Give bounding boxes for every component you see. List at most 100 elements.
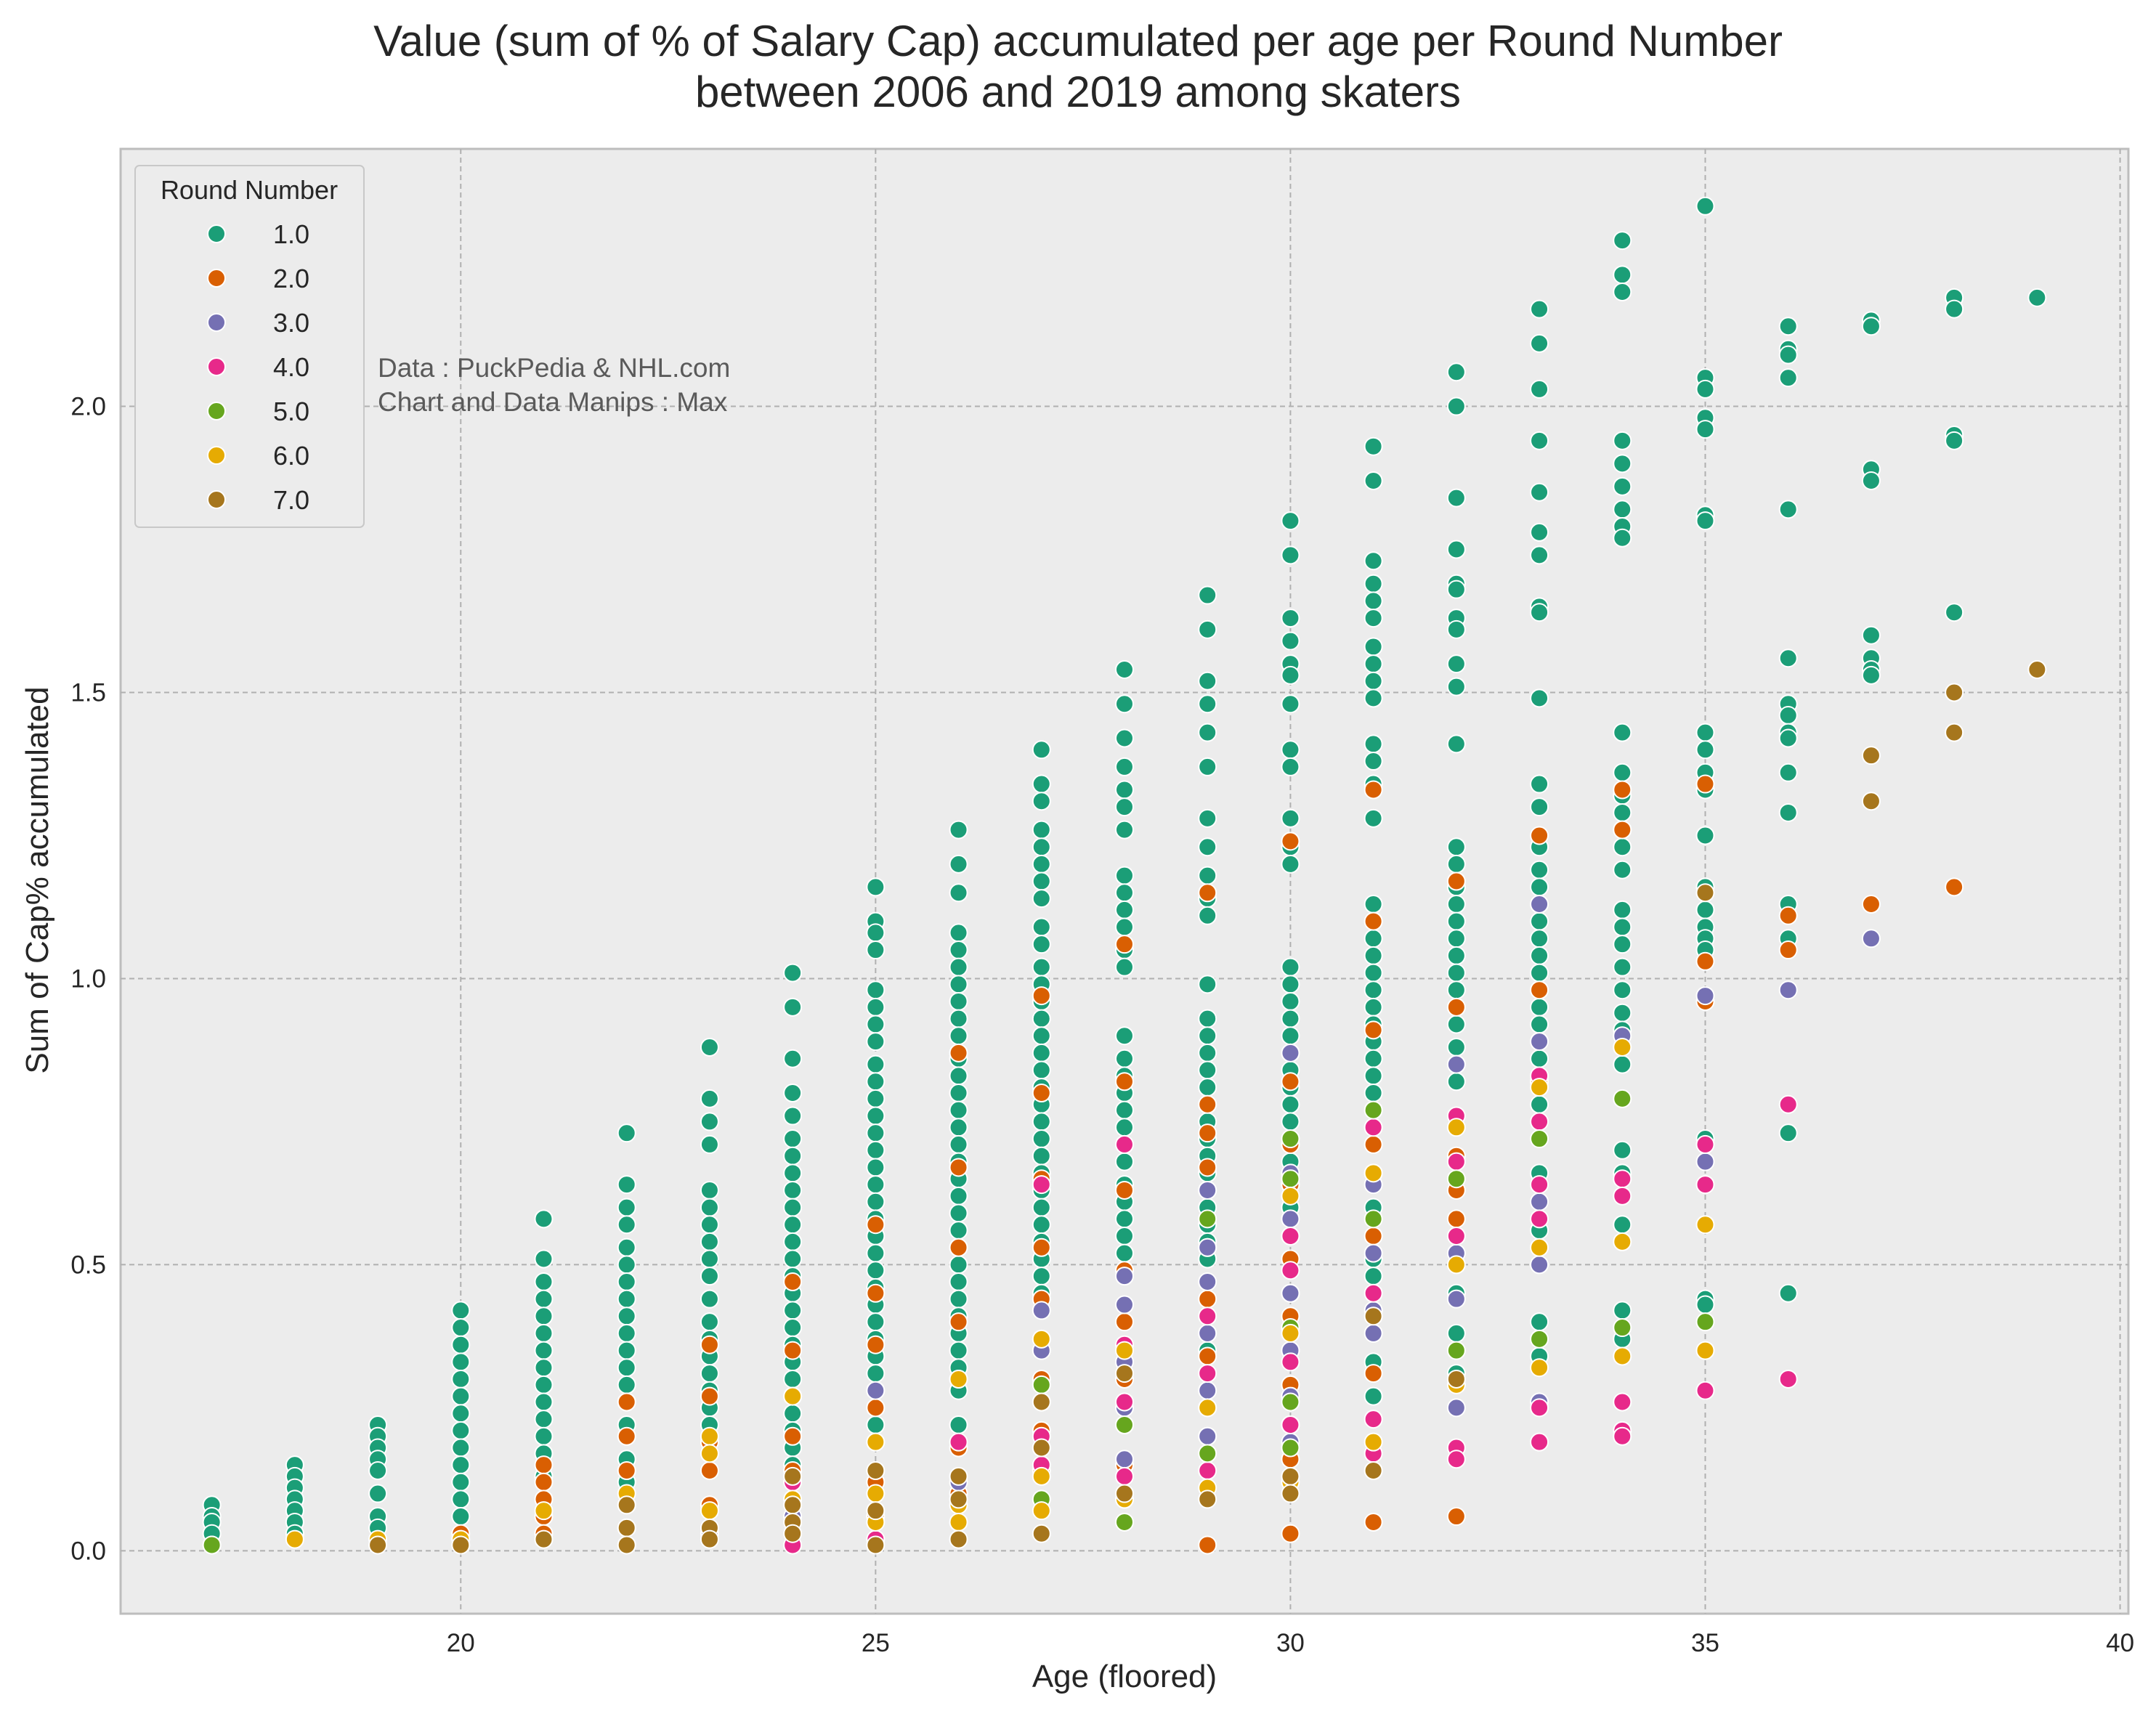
data-point: [1613, 454, 1632, 474]
data-point: [617, 1323, 636, 1343]
data-point: [866, 1106, 885, 1126]
data-point: [949, 975, 968, 994]
data-point: [1032, 1043, 1051, 1062]
data-point: [1032, 1466, 1051, 1486]
data-point: [451, 1507, 471, 1527]
data-point: [783, 1049, 803, 1068]
data-point: [1115, 757, 1134, 776]
data-point: [866, 1192, 885, 1211]
data-point: [1363, 654, 1383, 674]
data-point: [1115, 1118, 1134, 1137]
data-point: [1032, 1392, 1051, 1412]
data-point: [1446, 980, 1466, 1000]
data-point: [1613, 1301, 1632, 1320]
data-point: [451, 1404, 471, 1423]
data-point: [700, 1386, 719, 1406]
data-point: [1281, 1352, 1300, 1372]
data-point: [1281, 1094, 1300, 1114]
data-point: [1613, 1140, 1632, 1160]
data-point: [1778, 728, 1798, 748]
data-point: [1198, 1289, 1217, 1309]
x-tick-label: 35: [1691, 1629, 1719, 1657]
data-point: [949, 1415, 968, 1434]
data-point: [1115, 694, 1134, 714]
data-point: [1363, 1020, 1383, 1040]
data-point: [1778, 500, 1798, 519]
chart-title: Value (sum of % of Salary Cap) accumulat…: [373, 17, 1783, 65]
data-point: [617, 1341, 636, 1360]
x-axis-label: Age (floored): [1032, 1659, 1217, 1694]
data-point: [1530, 1358, 1549, 1378]
data-point: [1613, 1215, 1632, 1235]
data-point: [866, 1072, 885, 1092]
data-point: [700, 1335, 719, 1354]
data-point: [1281, 1009, 1300, 1028]
data-point: [1446, 1169, 1466, 1189]
data-point: [1530, 860, 1549, 879]
data-point: [1613, 231, 1632, 251]
data-point: [1115, 1295, 1134, 1314]
data-point: [1530, 299, 1549, 319]
data-point: [866, 940, 885, 960]
data-point: [1115, 1267, 1134, 1286]
data-point: [783, 1180, 803, 1200]
legend-items: 1.0 2.0 3.0 4.0 5.0 6.0 7.0: [207, 219, 309, 515]
data-point: [1198, 1238, 1217, 1257]
data-point: [1530, 1312, 1549, 1332]
data-point: [1446, 1398, 1466, 1418]
data-point: [617, 1123, 636, 1143]
data-point: [1032, 1146, 1051, 1166]
data-point: [1032, 889, 1051, 909]
data-point: [783, 1106, 803, 1126]
data-point: [1198, 1009, 1217, 1028]
data-point: [1530, 895, 1549, 914]
data-point: [866, 1501, 885, 1521]
data-point: [1115, 900, 1134, 919]
data-point: [1363, 1100, 1383, 1120]
data-point: [1032, 957, 1051, 977]
data-point: [1530, 929, 1549, 948]
data-point: [1032, 854, 1051, 874]
x-tick-label: 25: [862, 1629, 890, 1657]
data-point: [1281, 1261, 1300, 1280]
data-point: [1115, 780, 1134, 800]
data-point: [1198, 1323, 1217, 1343]
data-point: [949, 940, 968, 960]
data-point: [700, 1134, 719, 1154]
data-point: [1695, 1341, 1715, 1360]
data-point: [1446, 946, 1466, 965]
data-point: [1446, 1369, 1466, 1389]
data-point: [949, 1272, 968, 1292]
data-point: [1115, 1364, 1134, 1383]
legend-marker: [207, 357, 226, 376]
data-point: [368, 1484, 388, 1503]
data-point: [1363, 1461, 1383, 1481]
data-point: [1198, 1426, 1217, 1446]
data-point: [617, 1392, 636, 1412]
data-point: [1032, 820, 1051, 840]
data-point: [1530, 1049, 1549, 1068]
data-point: [1363, 911, 1383, 931]
legend-marker: [207, 490, 226, 509]
data-point: [1198, 1346, 1217, 1366]
data-point: [202, 1535, 222, 1555]
data-point: [451, 1438, 471, 1458]
data-point: [1363, 574, 1383, 593]
data-point: [1363, 808, 1383, 828]
data-point: [1115, 1152, 1134, 1171]
data-point: [1032, 1129, 1051, 1149]
data-point: [1281, 1209, 1300, 1229]
data-point: [451, 1301, 471, 1320]
data-point: [1613, 1054, 1632, 1074]
data-point: [368, 1535, 388, 1555]
data-point: [866, 1261, 885, 1280]
data-point: [1363, 436, 1383, 456]
data-point: [1198, 1043, 1217, 1062]
data-point: [866, 923, 885, 943]
data-point: [1530, 603, 1549, 622]
data-point: [1613, 935, 1632, 954]
data-point: [534, 1375, 554, 1394]
data-point: [1778, 1123, 1798, 1143]
data-point: [1032, 837, 1051, 857]
